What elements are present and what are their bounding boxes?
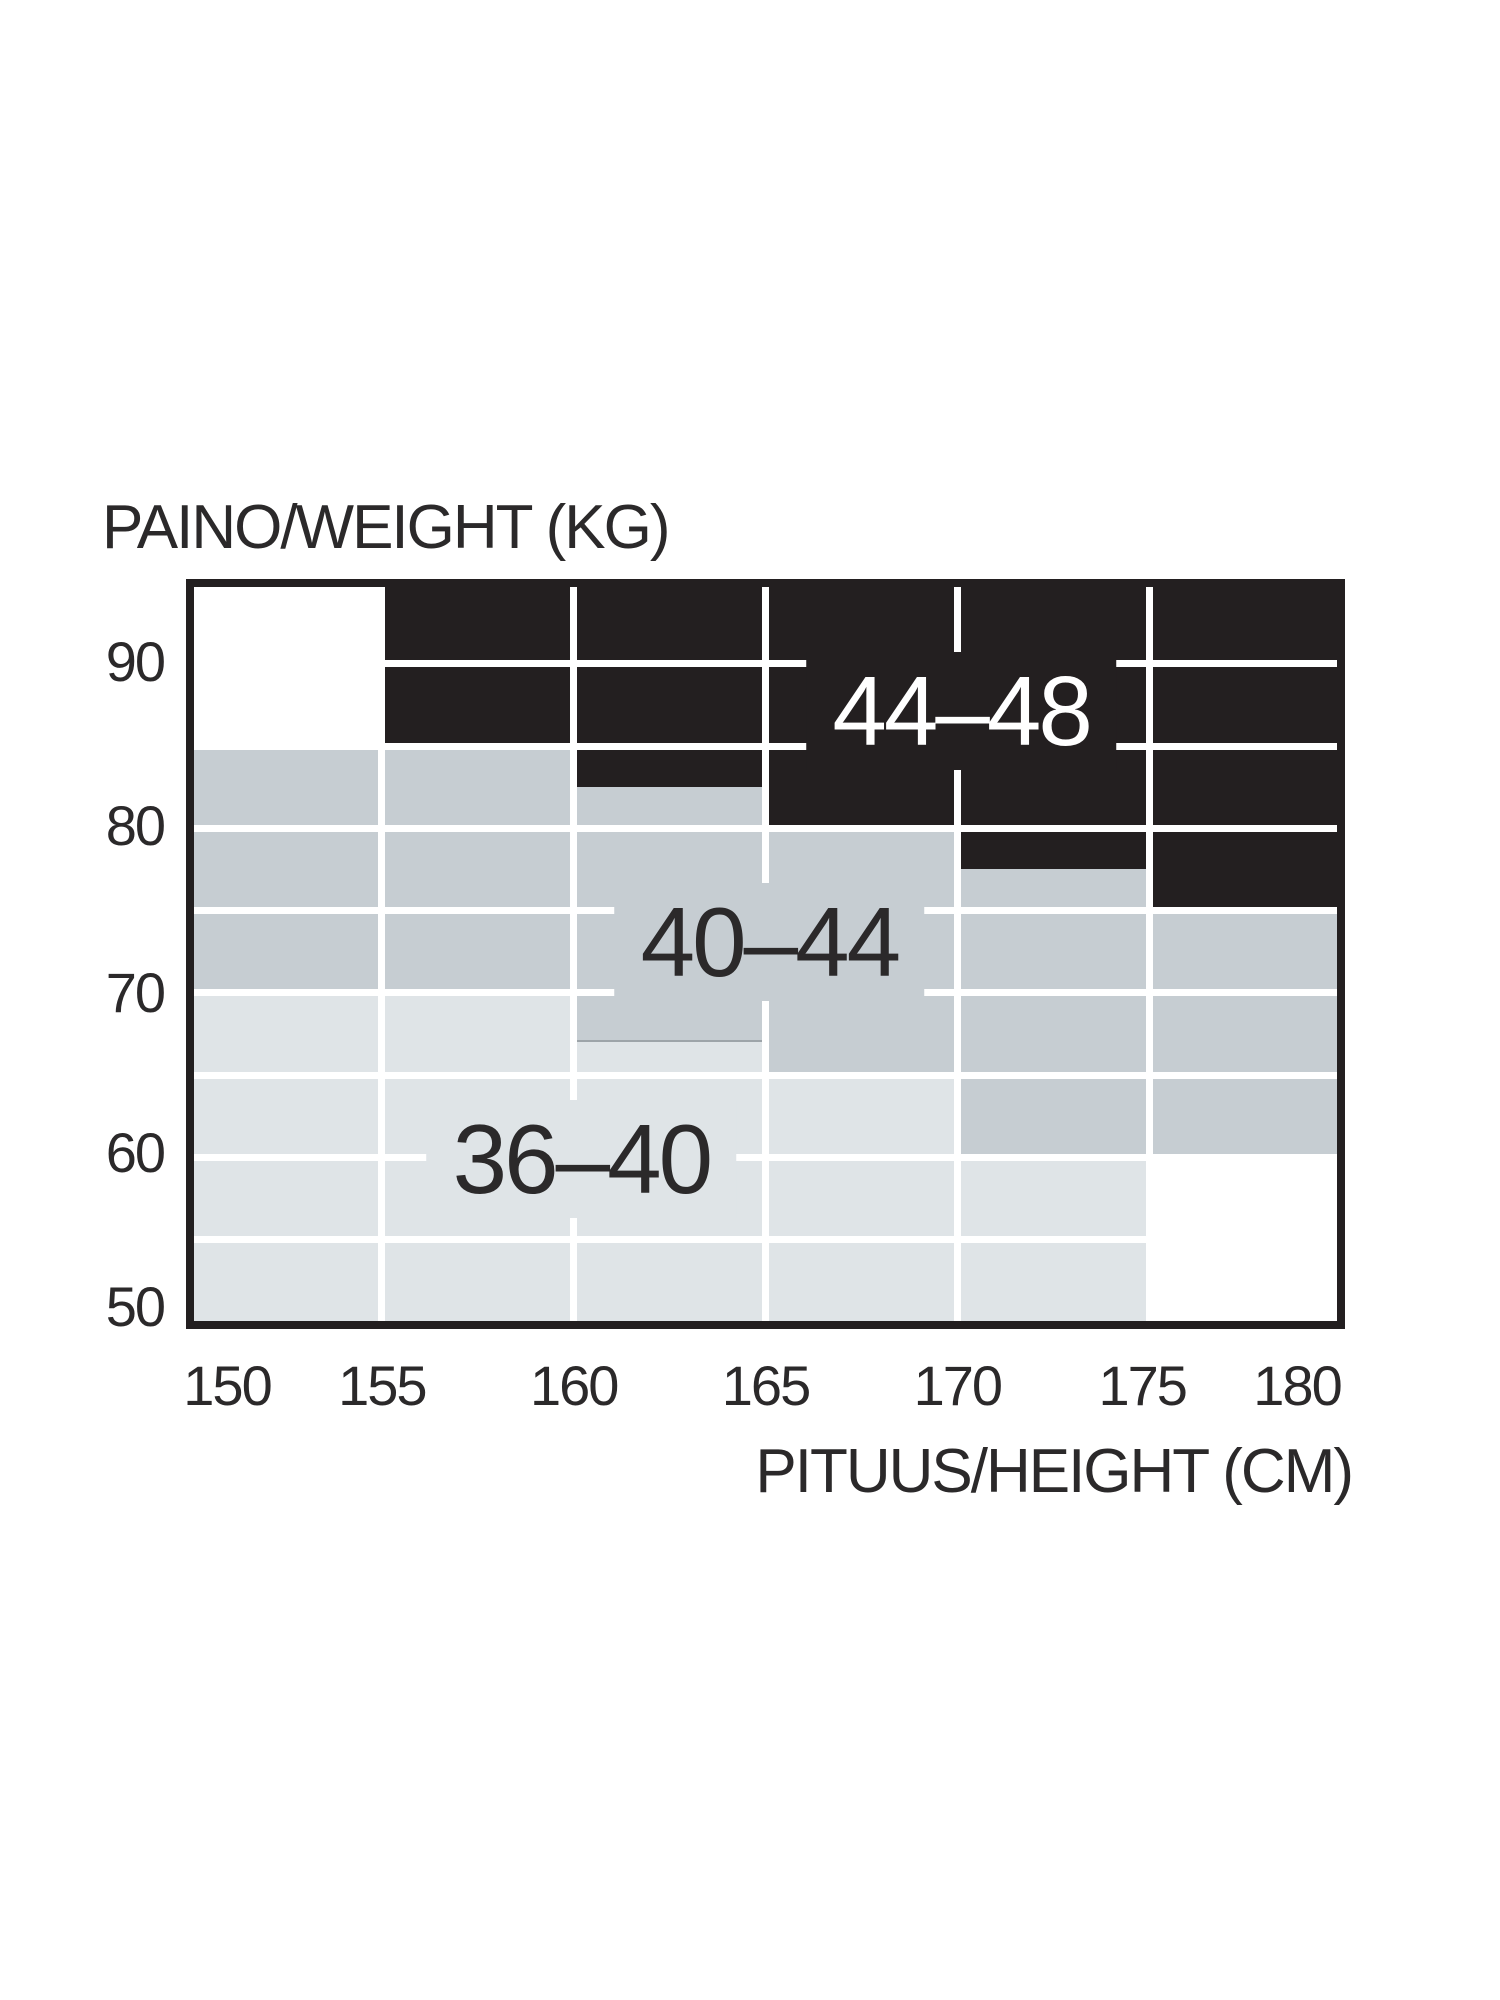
y-tick-70: 70 xyxy=(105,960,166,1024)
y-tick-60: 60 xyxy=(105,1121,166,1185)
gridline-y-90 xyxy=(194,660,1337,668)
zone-cell-40-44 xyxy=(381,746,574,993)
x-tick-180: 180 xyxy=(1253,1354,1342,1417)
y-tick-80: 80 xyxy=(105,794,166,858)
zone-cell-40-44 xyxy=(957,869,1150,1158)
gridline-x-155 xyxy=(378,587,386,1321)
gridline-y-80 xyxy=(194,824,1337,832)
x-tick-175: 175 xyxy=(1098,1354,1187,1417)
zone-cell-36-40 xyxy=(765,1075,958,1321)
gridline-x-175 xyxy=(1145,587,1153,1321)
gridline-y-60 xyxy=(194,1153,1337,1161)
zone-cell-40-44 xyxy=(1149,910,1337,1158)
gridline-y-65 xyxy=(194,1071,1337,1079)
zone-label-40-44: 40–44 xyxy=(614,882,925,1001)
gridline-y-85 xyxy=(194,742,1337,750)
zone-cell-44-48 xyxy=(573,587,766,788)
gridline-y-55 xyxy=(194,1236,1337,1244)
y-tick-50: 50 xyxy=(105,1275,166,1338)
gridline-x-160 xyxy=(570,587,578,1321)
x-tick-160: 160 xyxy=(529,1354,619,1417)
x-tick-150: 150 xyxy=(183,1354,272,1417)
gridline-x-170 xyxy=(953,587,961,1321)
y-tick-90: 90 xyxy=(105,629,166,693)
zone-label-36-40: 36–40 xyxy=(426,1100,737,1219)
x-axis-title: PITUUS/HEIGHT (CM) xyxy=(755,1437,1354,1506)
x-tick-155: 155 xyxy=(338,1354,427,1417)
size-chart-plot-area: 36–40 40–44 44–48 xyxy=(186,579,1345,1329)
x-tick-165: 165 xyxy=(721,1354,811,1417)
zone-edge-40-44 xyxy=(573,1040,766,1043)
x-tick-170: 170 xyxy=(913,1354,1003,1417)
zone-cell-40-44 xyxy=(194,746,382,993)
zone-label-44-48: 44–48 xyxy=(806,652,1116,771)
y-axis-title: PAINO/WEIGHT (KG) xyxy=(102,493,671,562)
